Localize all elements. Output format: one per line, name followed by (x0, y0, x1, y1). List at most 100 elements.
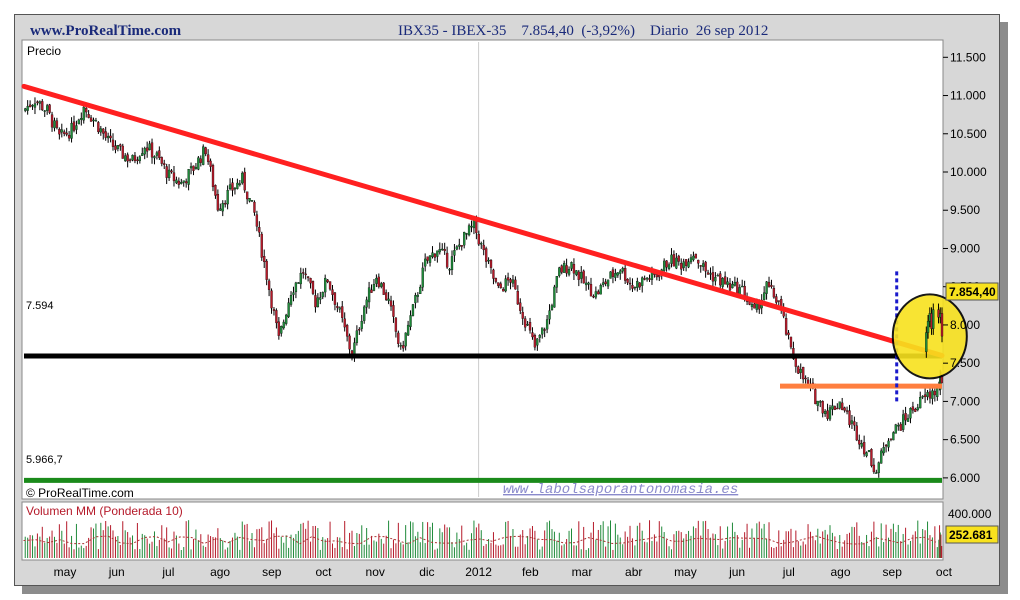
candle-body (43, 110, 46, 112)
candle-body (270, 290, 273, 309)
candle-body (538, 335, 541, 338)
candle-body (848, 410, 851, 426)
candle-body (199, 158, 202, 163)
candle-body (409, 315, 412, 327)
candle-body (328, 281, 332, 290)
price-panel (21, 39, 944, 500)
candle-body (97, 122, 100, 133)
candle-body (887, 440, 890, 448)
candle-body (516, 291, 519, 305)
candle-body (675, 257, 678, 269)
candle-body (526, 324, 529, 326)
candle-body (623, 268, 627, 281)
candle-body (294, 282, 298, 293)
candle-body (643, 278, 646, 280)
candle-body (509, 279, 512, 283)
candle-body (684, 259, 688, 266)
candle-body (272, 309, 276, 311)
candle-body (821, 401, 824, 414)
month-label: oct (936, 565, 953, 579)
candle-body (884, 444, 888, 447)
candle-body (141, 153, 144, 156)
candle-body (855, 425, 858, 441)
candle-body (631, 284, 634, 289)
price-tick-label: 11.000 (950, 89, 986, 103)
candle-body (153, 156, 156, 159)
candle-body (326, 279, 329, 283)
candle-body (467, 225, 471, 236)
candle-body (119, 144, 122, 147)
candle-body (853, 421, 856, 426)
candle-body (402, 345, 405, 349)
candle-body (358, 329, 361, 331)
candle-body (733, 281, 737, 286)
candles (24, 97, 943, 478)
candle-body (63, 131, 66, 134)
candle-body (133, 155, 137, 162)
candle-body (370, 289, 373, 293)
candle-body (321, 292, 324, 298)
candle-body (289, 295, 293, 305)
candle-body (92, 119, 95, 122)
candle-body (287, 302, 290, 317)
candle-body (397, 332, 400, 344)
candle-body (750, 304, 754, 307)
candle-body (433, 253, 437, 258)
month-label: sep (262, 565, 282, 579)
candle-body (167, 169, 171, 179)
candle-body (765, 281, 768, 294)
candle-body (497, 282, 500, 286)
candle-body (838, 401, 841, 409)
candle-body (106, 135, 110, 139)
candle-body (131, 154, 134, 161)
candle-body (124, 155, 127, 161)
candle-body (587, 282, 590, 285)
candle-body (543, 329, 546, 331)
candle-body (333, 292, 337, 305)
price-tick-label: 7.000 (950, 394, 980, 408)
candle-body (932, 309, 935, 329)
candle-body (521, 311, 524, 319)
candle-body (619, 270, 622, 274)
candle-body (548, 310, 551, 320)
candle-body (53, 120, 56, 129)
candle-body (375, 277, 378, 284)
candle-body (282, 321, 285, 329)
candle-body (663, 260, 666, 271)
candle-body (216, 194, 220, 211)
candle-body (175, 179, 178, 184)
candle-body (319, 297, 322, 300)
candle-body (862, 441, 866, 455)
candle-body (604, 281, 607, 285)
candle-body (909, 407, 912, 419)
month-label: mar (572, 565, 593, 579)
candle-body (823, 411, 827, 415)
candle-body (255, 214, 259, 227)
candle-body (911, 406, 915, 411)
month-label: oct (315, 565, 332, 579)
candle-body (158, 150, 161, 158)
candle-body (477, 233, 480, 245)
candle-body (792, 348, 795, 359)
candle-body (48, 104, 51, 113)
price-tick-label: 10.000 (950, 165, 987, 179)
candle-body (465, 233, 468, 235)
candle-body (285, 314, 288, 324)
site-title[interactable]: www.ProRealTime.com (30, 23, 182, 39)
candle-body (626, 278, 629, 283)
candle-body (831, 405, 834, 410)
candle-body (136, 159, 139, 161)
candle-body (211, 165, 215, 188)
candle-body (372, 284, 376, 291)
candle-body (404, 332, 407, 347)
candle-body (894, 424, 897, 434)
volume-panel (21, 501, 944, 561)
candle-body (236, 182, 239, 189)
candle-body (480, 243, 483, 245)
candle-body (238, 183, 241, 186)
price-tick-label: 10.500 (950, 127, 987, 141)
candle-body (143, 148, 146, 155)
candle-body (389, 300, 393, 307)
candle-body (606, 279, 610, 287)
candle-body (314, 295, 317, 308)
